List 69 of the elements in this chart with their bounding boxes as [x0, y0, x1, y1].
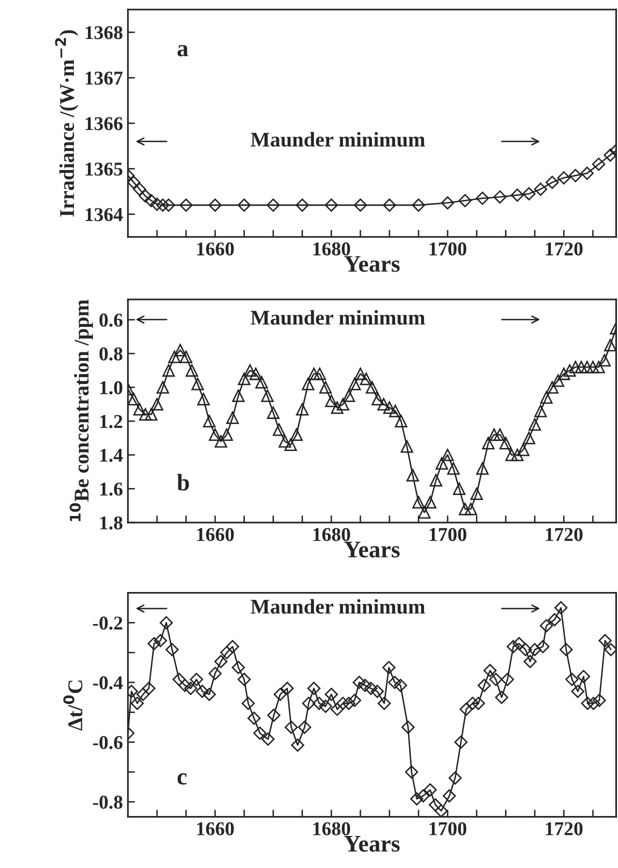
point — [266, 198, 280, 212]
x-tick-label: 1660 — [197, 242, 234, 256]
y-tick-label: 1.8 — [100, 516, 122, 530]
point — [441, 196, 454, 210]
annotation: Maunder minimum — [250, 599, 426, 614]
annotation: a — [178, 45, 188, 56]
y-tick-label: 1.4 — [100, 448, 123, 462]
y-tick-label: 1367 — [86, 72, 123, 85]
x-tick-label: 1700 — [430, 528, 466, 542]
annotation: c — [178, 773, 187, 785]
point — [522, 187, 536, 200]
point — [412, 198, 426, 212]
point — [324, 198, 338, 212]
point — [179, 198, 193, 212]
point — [510, 188, 524, 202]
point — [546, 176, 559, 189]
y-tick-label: 1.0 — [100, 381, 122, 394]
point — [296, 198, 309, 212]
point — [568, 168, 582, 182]
y-tick-label: 1.6 — [100, 482, 122, 496]
y-tick-label: 1365 — [86, 162, 122, 176]
y-tick-label: 1366 — [86, 117, 122, 130]
y-axis-title: Δt/$^{0}$C — [63, 680, 82, 730]
x-tick-label: 1720 — [546, 528, 583, 542]
x-tick-label: 1700 — [430, 822, 466, 836]
point — [354, 198, 367, 212]
point — [144, 194, 158, 208]
point — [382, 198, 396, 212]
x-tick-label: 1660 — [197, 528, 234, 542]
y-tick-label: 0.6 — [100, 314, 122, 327]
x-tick-label: 1700 — [430, 242, 466, 256]
x-axis-title: Years — [344, 836, 400, 852]
point — [128, 176, 140, 189]
annotation: b — [177, 474, 189, 491]
point — [458, 194, 472, 208]
x-tick-label: 1680 — [313, 242, 350, 256]
point — [238, 198, 251, 212]
y-tick-label: 0.8 — [100, 347, 122, 361]
point — [557, 171, 570, 184]
point — [138, 189, 152, 203]
y-axis-title: $^{10}$Be concentration /ppm — [70, 300, 93, 522]
y-tick-label: -0.2 — [92, 616, 122, 630]
x-tick-label: 1680 — [313, 822, 350, 836]
x-axis-title: Years — [344, 542, 400, 558]
point — [476, 192, 490, 205]
point — [592, 158, 606, 171]
y-tick-label: -0.8 — [92, 796, 122, 809]
point — [493, 190, 506, 204]
x-tick-label: 1720 — [546, 242, 583, 256]
point — [208, 198, 222, 212]
point — [162, 198, 176, 212]
point — [604, 148, 616, 162]
point — [132, 182, 146, 196]
annotation: Maunder minimum — [250, 310, 426, 325]
y-tick-label: 1364 — [86, 208, 123, 222]
x-tick-label: 1660 — [197, 822, 234, 836]
annotation: Maunder minimum — [250, 132, 426, 147]
x-axis-title: Years — [344, 256, 400, 272]
y-tick-label: -0.4 — [92, 676, 123, 690]
point — [156, 198, 170, 212]
x-tick-label: 1720 — [546, 822, 583, 836]
y-axis-title: Irradiance /(W·m$^{−2}$) — [55, 30, 78, 217]
point — [150, 198, 164, 211]
point — [580, 166, 594, 180]
point — [534, 182, 548, 196]
x-tick-label: 1680 — [313, 528, 350, 542]
y-tick-label: 1368 — [86, 26, 122, 40]
y-tick-label: 1.2 — [100, 415, 122, 428]
y-tick-label: -0.6 — [92, 736, 122, 750]
